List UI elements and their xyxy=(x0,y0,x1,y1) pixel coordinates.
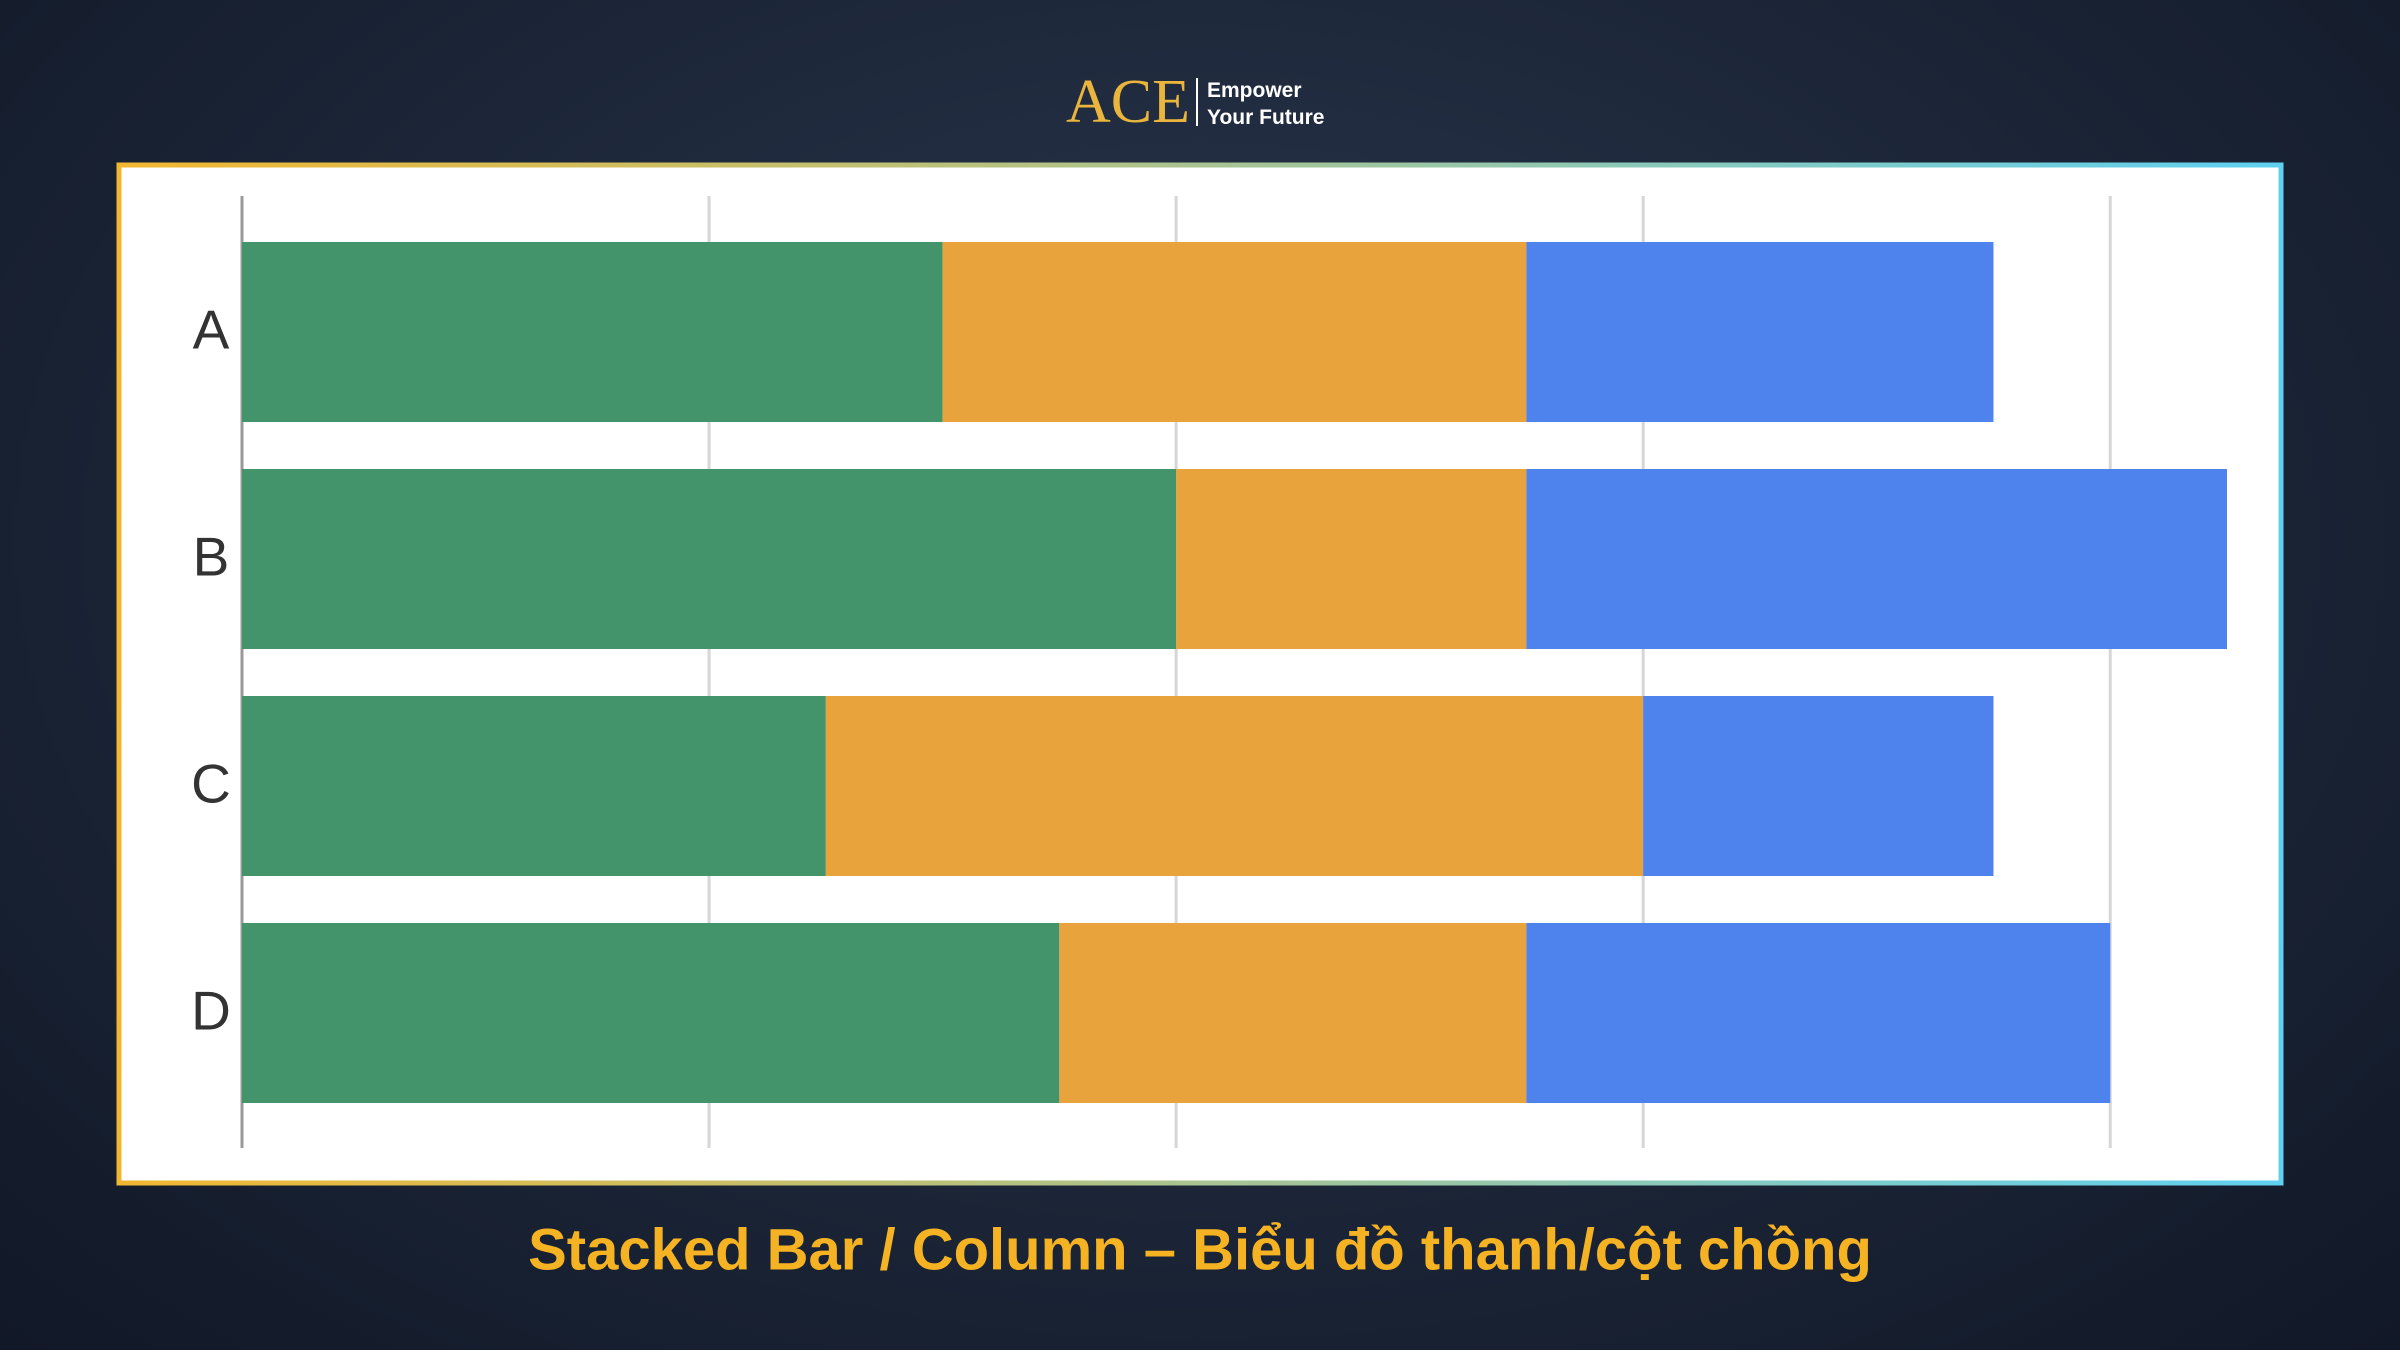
bar-segment xyxy=(1526,923,2111,1103)
tagline: Empower xyxy=(1207,79,1302,102)
bar-segment xyxy=(1526,469,2227,649)
bar-segment xyxy=(1059,923,1527,1103)
bar-segment xyxy=(242,923,1060,1103)
tagline: Your Future xyxy=(1207,106,1324,129)
bar-segment xyxy=(1526,242,1994,422)
y-tick-label: B xyxy=(193,526,230,588)
plot: A B C D xyxy=(191,196,2227,1148)
bar-segment xyxy=(825,696,1644,876)
caption: Stacked Bar / Column – Biểu đồ thanh/cột… xyxy=(528,1217,1872,1282)
bar-segment xyxy=(942,242,1527,422)
bar-segment xyxy=(1643,696,1994,876)
bar-segment xyxy=(1176,469,1527,649)
bar-segment xyxy=(242,469,1177,649)
bar-segment xyxy=(242,696,826,876)
logo: ACE xyxy=(1066,68,1190,136)
bar-segment xyxy=(242,242,943,422)
y-tick-label: C xyxy=(191,753,231,815)
y-tick-label: D xyxy=(191,980,231,1042)
y-tick-label: A xyxy=(193,299,230,361)
